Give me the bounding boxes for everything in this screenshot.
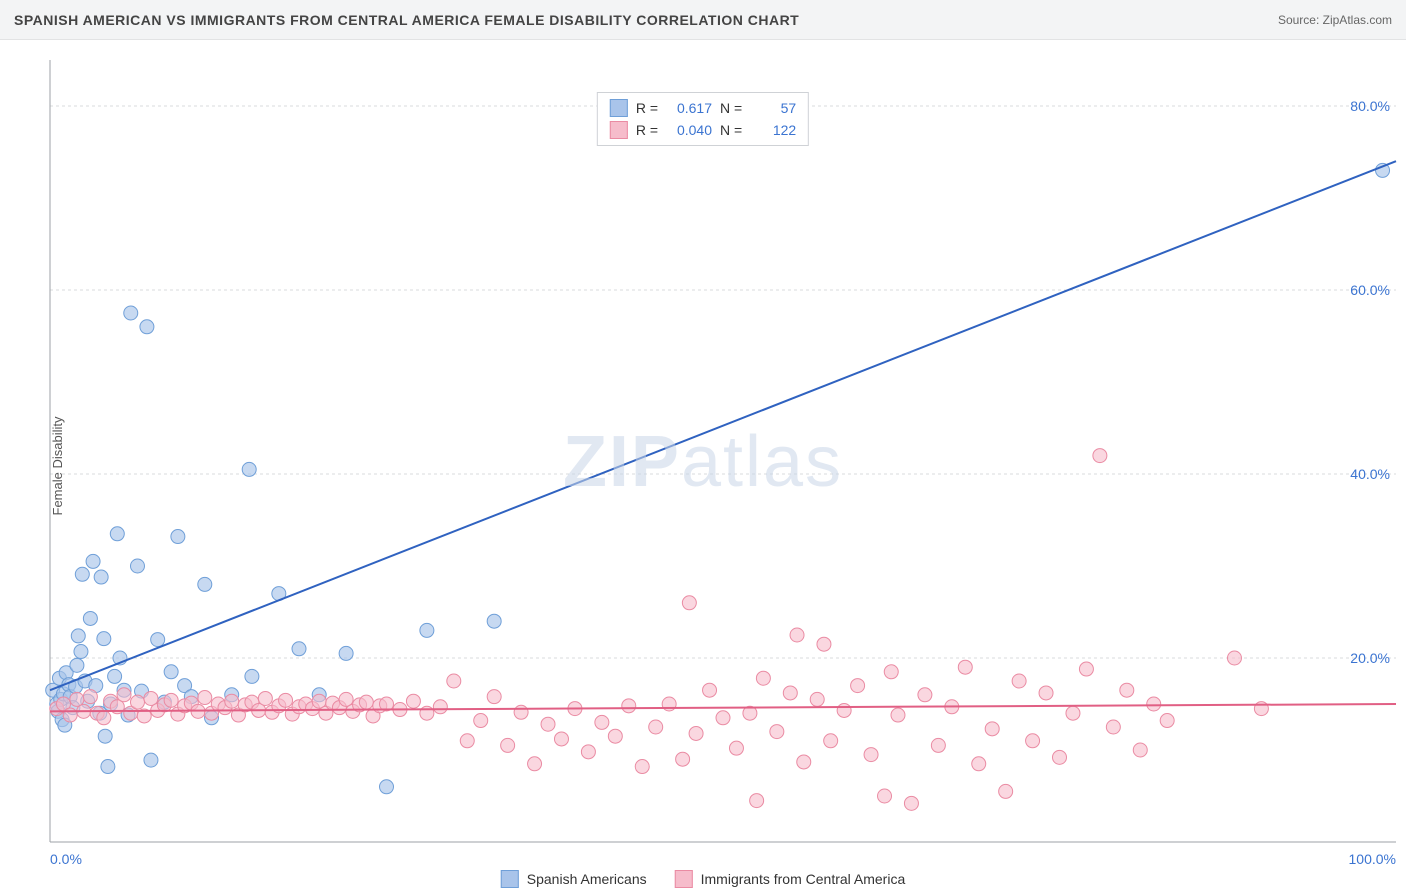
svg-text:60.0%: 60.0% xyxy=(1350,282,1390,298)
bottom-legend-item-0: Spanish Americans xyxy=(501,870,647,888)
stat-n-value-0: 57 xyxy=(750,97,796,119)
stats-row-series-0: R = 0.617 N = 57 xyxy=(610,97,796,119)
bottom-legend-swatch-0 xyxy=(501,870,519,888)
stat-r-label: R = xyxy=(636,97,658,119)
bottom-legend-item-1: Immigrants from Central America xyxy=(675,870,906,888)
svg-text:80.0%: 80.0% xyxy=(1350,98,1390,114)
svg-text:0.0%: 0.0% xyxy=(50,851,82,867)
stat-n-label: N = xyxy=(720,119,742,141)
chart-area: Female Disability ZIPatlas 20.0%40.0%60.… xyxy=(0,40,1406,892)
stats-row-series-1: R = 0.040 N = 122 xyxy=(610,119,796,141)
bottom-legend-swatch-1 xyxy=(675,870,693,888)
svg-text:40.0%: 40.0% xyxy=(1350,466,1390,482)
stat-r-value-1: 0.040 xyxy=(666,119,712,141)
legend-swatch-series-1 xyxy=(610,121,628,139)
bottom-legend: Spanish Americans Immigrants from Centra… xyxy=(501,870,905,888)
source-prefix: Source: xyxy=(1278,13,1323,27)
chart-header: SPANISH AMERICAN VS IMMIGRANTS FROM CENT… xyxy=(0,0,1406,40)
svg-text:100.0%: 100.0% xyxy=(1349,851,1396,867)
stat-r-label: R = xyxy=(636,119,658,141)
stats-legend: R = 0.617 N = 57 R = 0.040 N = 122 xyxy=(597,92,809,146)
bottom-legend-label-0: Spanish Americans xyxy=(527,871,647,887)
source-name: ZipAtlas.com xyxy=(1323,13,1392,27)
svg-text:20.0%: 20.0% xyxy=(1350,650,1390,666)
y-axis-label: Female Disability xyxy=(50,417,65,516)
chart-title: SPANISH AMERICAN VS IMMIGRANTS FROM CENT… xyxy=(14,12,799,28)
legend-swatch-series-0 xyxy=(610,99,628,117)
scatter-chart-svg: 20.0% 40.0% 60.0% 80.0% 0.0% 100.0% xyxy=(0,40,1406,892)
stat-r-value-0: 0.617 xyxy=(666,97,712,119)
stat-n-value-1: 122 xyxy=(750,119,796,141)
bottom-legend-label-1: Immigrants from Central America xyxy=(701,871,906,887)
chart-source: Source: ZipAtlas.com xyxy=(1278,13,1392,27)
stat-n-label: N = xyxy=(720,97,742,119)
